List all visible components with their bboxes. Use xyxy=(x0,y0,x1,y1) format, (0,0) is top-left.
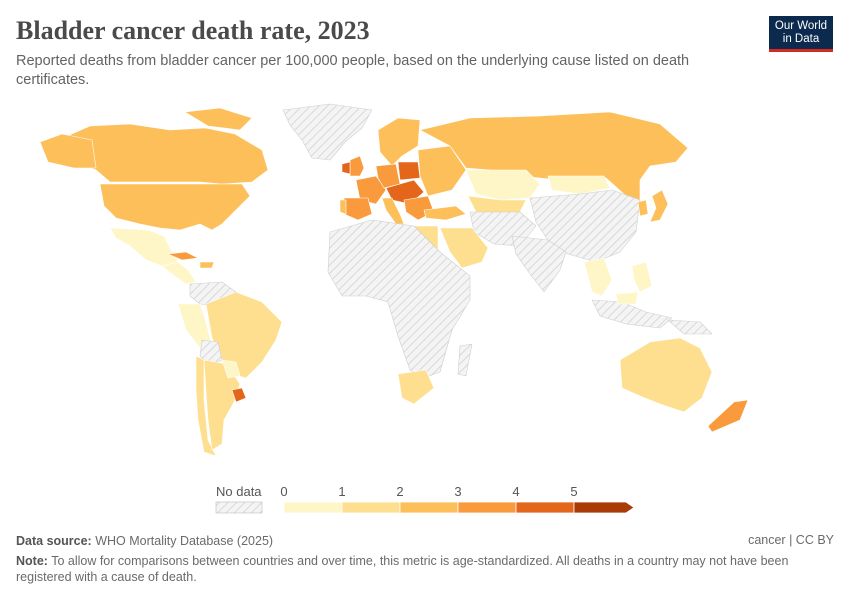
note-label: Note: xyxy=(16,554,48,568)
region-new-zealand[interactable] xyxy=(707,399,749,433)
region-greenland[interactable] xyxy=(282,103,373,161)
data-source: Data source: WHO Mortality Database (202… xyxy=(16,533,834,549)
region-canada[interactable] xyxy=(57,123,269,185)
region-mongolia[interactable] xyxy=(547,175,611,195)
world-map xyxy=(39,103,749,457)
legend-bin-0[interactable] xyxy=(283,501,343,514)
legend-no-data-swatch[interactable] xyxy=(215,501,263,514)
region-japan[interactable] xyxy=(649,189,669,223)
legend-bin-3[interactable] xyxy=(457,501,517,514)
region-turkey[interactable] xyxy=(423,205,467,221)
legend-tick-4: 4 xyxy=(512,484,519,499)
region-alaska[interactable] xyxy=(39,133,97,169)
chart-subtitle: Reported deaths from bladder cancer per … xyxy=(16,53,690,88)
region-cuba[interactable] xyxy=(167,251,199,261)
legend-bin-1[interactable] xyxy=(341,501,401,514)
region-caribbean[interactable] xyxy=(199,261,215,269)
map-legend: No data 0 1 2 3 4 5 xyxy=(215,484,635,514)
region-canada-islands[interactable] xyxy=(184,107,253,131)
legend-no-data-label: No data xyxy=(216,484,262,499)
region-australia[interactable] xyxy=(619,337,713,413)
region-korea[interactable] xyxy=(637,199,649,217)
region-uruguay[interactable] xyxy=(231,387,247,403)
region-central-america[interactable] xyxy=(161,261,197,285)
legend-tick-5: 5 xyxy=(570,484,577,499)
region-portugal[interactable] xyxy=(339,199,347,215)
legend-tick-0: 0 xyxy=(280,484,287,499)
region-south-asia[interactable] xyxy=(511,235,567,293)
region-italy[interactable] xyxy=(381,197,405,225)
legend-bin-5[interactable] xyxy=(573,501,635,514)
region-madagascar[interactable] xyxy=(457,343,473,377)
data-source-label: Data source: xyxy=(16,534,92,548)
region-saudi-arabia[interactable] xyxy=(439,227,489,269)
data-source-text[interactable]: WHO Mortality Database (2025) xyxy=(95,534,274,548)
logo-line-1: Our World xyxy=(774,20,828,32)
region-poland[interactable] xyxy=(397,161,421,181)
legend-tick-2: 2 xyxy=(396,484,403,499)
region-uk[interactable] xyxy=(349,155,365,177)
region-chile[interactable] xyxy=(195,355,217,457)
region-mainland-se-asia[interactable] xyxy=(583,257,613,297)
region-russia[interactable] xyxy=(419,111,689,201)
chart-note: Note: To allow for comparisons between c… xyxy=(16,553,816,585)
region-africa[interactable] xyxy=(327,219,471,379)
region-philippines[interactable] xyxy=(631,261,653,293)
region-malaysia-brunei[interactable] xyxy=(615,291,639,305)
region-scandinavia[interactable] xyxy=(377,117,421,167)
region-china[interactable] xyxy=(529,189,641,263)
region-kazakhstan[interactable] xyxy=(465,169,541,201)
legend-bin-4[interactable] xyxy=(515,501,575,514)
license-text[interactable]: cancer | CC BY xyxy=(748,533,834,547)
region-south-africa[interactable] xyxy=(397,369,435,405)
legend-bin-2[interactable] xyxy=(399,501,459,514)
region-papua-new-guinea[interactable] xyxy=(667,319,713,335)
chart-title: Bladder cancer death rate, 2023 xyxy=(16,16,370,45)
legend-tick-3: 3 xyxy=(454,484,461,499)
owid-logo[interactable]: Our World in Data xyxy=(769,16,833,52)
logo-line-2: in Data xyxy=(782,33,820,45)
region-paraguay[interactable] xyxy=(221,359,241,379)
note-text: To allow for comparisons between countri… xyxy=(16,554,789,584)
region-usa[interactable] xyxy=(99,183,251,231)
region-france[interactable] xyxy=(355,175,387,205)
region-mexico[interactable] xyxy=(109,227,179,267)
region-ireland[interactable] xyxy=(341,161,351,175)
legend-tick-1: 1 xyxy=(338,484,345,499)
region-iberia[interactable] xyxy=(343,197,373,221)
